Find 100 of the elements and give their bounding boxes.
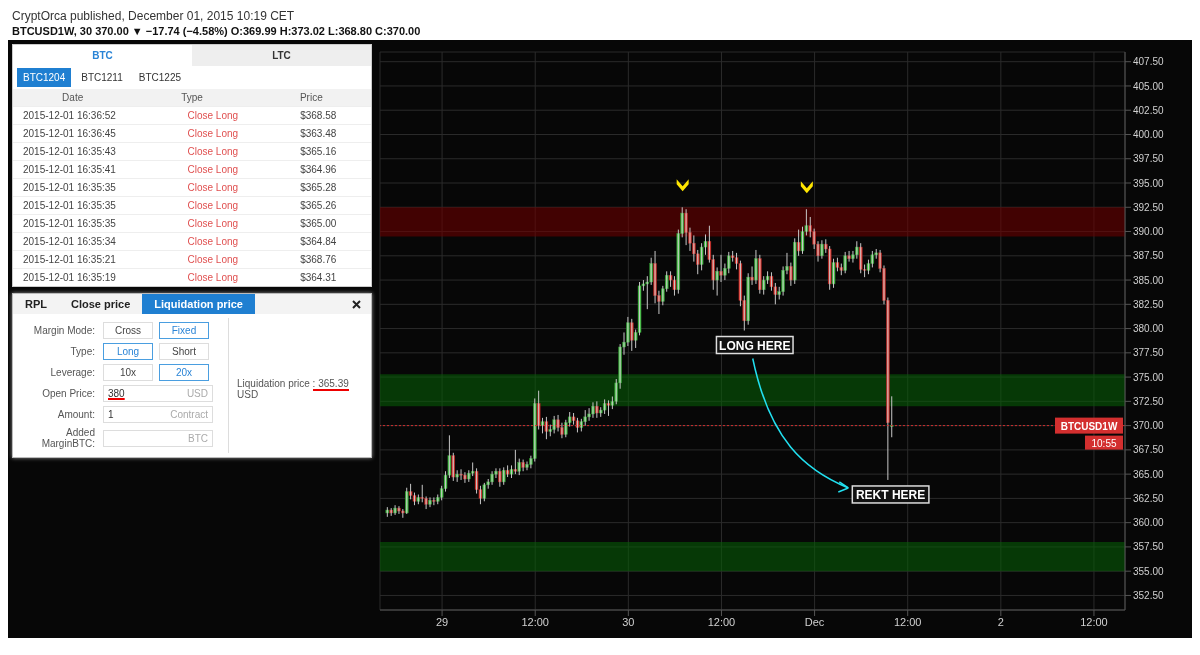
text: 2015-12-01 16:35:35 [22, 182, 117, 193]
text: Cross [103, 322, 153, 339]
y-tick-label: 377.50 [1133, 347, 1165, 359]
y-tick-label: 395.00 [1133, 177, 1165, 189]
text: Short [159, 343, 209, 360]
candlestick [544, 416, 549, 440]
candlestick [602, 398, 607, 415]
text: BTCUSD1W, 30 370.00 ▼ −17.74 (−4.58%) O:369.99 H:373.02 L:368.80 C:370.00 [11, 24, 422, 39]
text: $363.48 [299, 128, 338, 139]
y-tick-label: 352.50 [1133, 589, 1165, 601]
x-tick-label: 2 [997, 615, 1004, 628]
x-tick-label: 29 [435, 615, 449, 628]
candlestick [606, 399, 611, 417]
candlestick [513, 449, 518, 475]
text: Close Long [186, 236, 240, 247]
text: 2015-12-01 16:35:34 [22, 236, 117, 247]
y-tick-label: 390.00 [1133, 226, 1165, 238]
y-tick-label: 362.50 [1133, 492, 1165, 504]
candlestick [575, 417, 580, 433]
y-tick-label: 405.00 [1133, 80, 1165, 92]
text: BTC1225 [137, 71, 182, 85]
x-tick-label: 12:00 [893, 615, 922, 628]
text: 2015-12-01 16:36:52 [22, 110, 117, 121]
text: Close Long [186, 164, 240, 175]
text: Close Long [186, 110, 240, 121]
candlestick [482, 482, 487, 502]
text: 2015-12-01 16:35:19 [22, 272, 117, 283]
text: Close price [70, 297, 132, 312]
text: 2015-12-01 16:35:35 [22, 218, 117, 229]
candlestick [672, 275, 677, 297]
text: Price [298, 92, 324, 103]
text: Date [61, 92, 85, 103]
text: USD [237, 389, 259, 400]
text: Long [103, 343, 153, 360]
y-tick-label: 382.50 [1133, 298, 1165, 310]
text: $364.96 [299, 164, 338, 175]
timer-tag: 10:55 [1085, 435, 1123, 450]
text: 10x [103, 364, 153, 381]
candlestick [498, 467, 502, 488]
text: $365.00 [299, 218, 338, 229]
text: Close Long [186, 200, 240, 211]
text: Open Price: [41, 388, 96, 399]
text: Close Long [186, 254, 240, 265]
x-tick-label: 12:00 [707, 615, 736, 628]
text: LTC [192, 45, 371, 66]
y-tick-label: 365.00 [1133, 468, 1165, 480]
text: Liquidation price [237, 378, 310, 389]
text: Close Long [186, 128, 240, 139]
text: RPL [24, 297, 48, 312]
text: 20x [159, 364, 209, 381]
y-tick-label: 400.00 [1133, 129, 1165, 141]
candlestick [583, 409, 587, 427]
text: $368.76 [299, 254, 338, 265]
text: 1 [108, 409, 114, 420]
text: BTC1204 [17, 68, 72, 87]
text: : 365.39 [312, 378, 349, 391]
y-tick-label: 380.00 [1133, 323, 1165, 335]
y-tick-label: 375.00 [1133, 371, 1165, 383]
y-tick-label: 387.50 [1133, 250, 1165, 262]
text: 2015-12-01 16:35:41 [22, 164, 117, 175]
text: BTC [13, 45, 192, 66]
text: $365.28 [299, 182, 338, 193]
candlestick [459, 468, 463, 481]
text: Added MarginBTC: [40, 427, 96, 449]
text: Close Long [186, 146, 240, 157]
annotation: 10:55 [1091, 437, 1117, 449]
text: USD [186, 388, 208, 399]
y-tick-label: 367.50 [1133, 444, 1165, 456]
y-tick-label: 360.00 [1133, 517, 1165, 529]
text: Close Long [186, 218, 240, 229]
candlestick [843, 251, 847, 274]
text: 380 [108, 388, 125, 399]
text: $365.26 [299, 200, 338, 211]
text: 2015-12-01 16:36:45 [22, 128, 117, 139]
y-tick-label: 402.50 [1133, 104, 1165, 116]
text: Close Long [186, 182, 240, 193]
candlestick [630, 318, 634, 352]
x-tick-label: 30 [622, 615, 635, 628]
y-tick-label: 370.00 [1133, 420, 1165, 432]
text: $365.16 [299, 146, 338, 157]
x-tick-label: Dec [804, 615, 825, 628]
ref-line-label: BTCUSD1W [1060, 420, 1118, 432]
text: Close Long [186, 272, 240, 283]
annotation: LONG HERE [719, 338, 791, 353]
text: 2015-12-01 16:35:43 [22, 146, 117, 157]
x-tick-label: 12:00 [1080, 615, 1108, 628]
text: 2015-12-01 16:35:21 [22, 254, 117, 265]
text: 2015-12-01 16:35:35 [22, 200, 117, 211]
y-tick-label: 385.00 [1133, 274, 1165, 286]
candlestick [385, 506, 390, 518]
y-tick-label: 392.50 [1133, 201, 1165, 213]
text: $364.31 [299, 272, 338, 283]
text: Contract [170, 409, 208, 420]
text: BTC1211 [80, 71, 124, 85]
text: CryptOrca published, December 01, 2015 10:19 CET [11, 8, 296, 24]
text: Margin Mode: [32, 325, 96, 336]
candlestick [389, 507, 393, 517]
text: Type [180, 92, 204, 103]
text: Leverage: [49, 367, 96, 378]
y-tick-label: 372.50 [1133, 395, 1165, 407]
